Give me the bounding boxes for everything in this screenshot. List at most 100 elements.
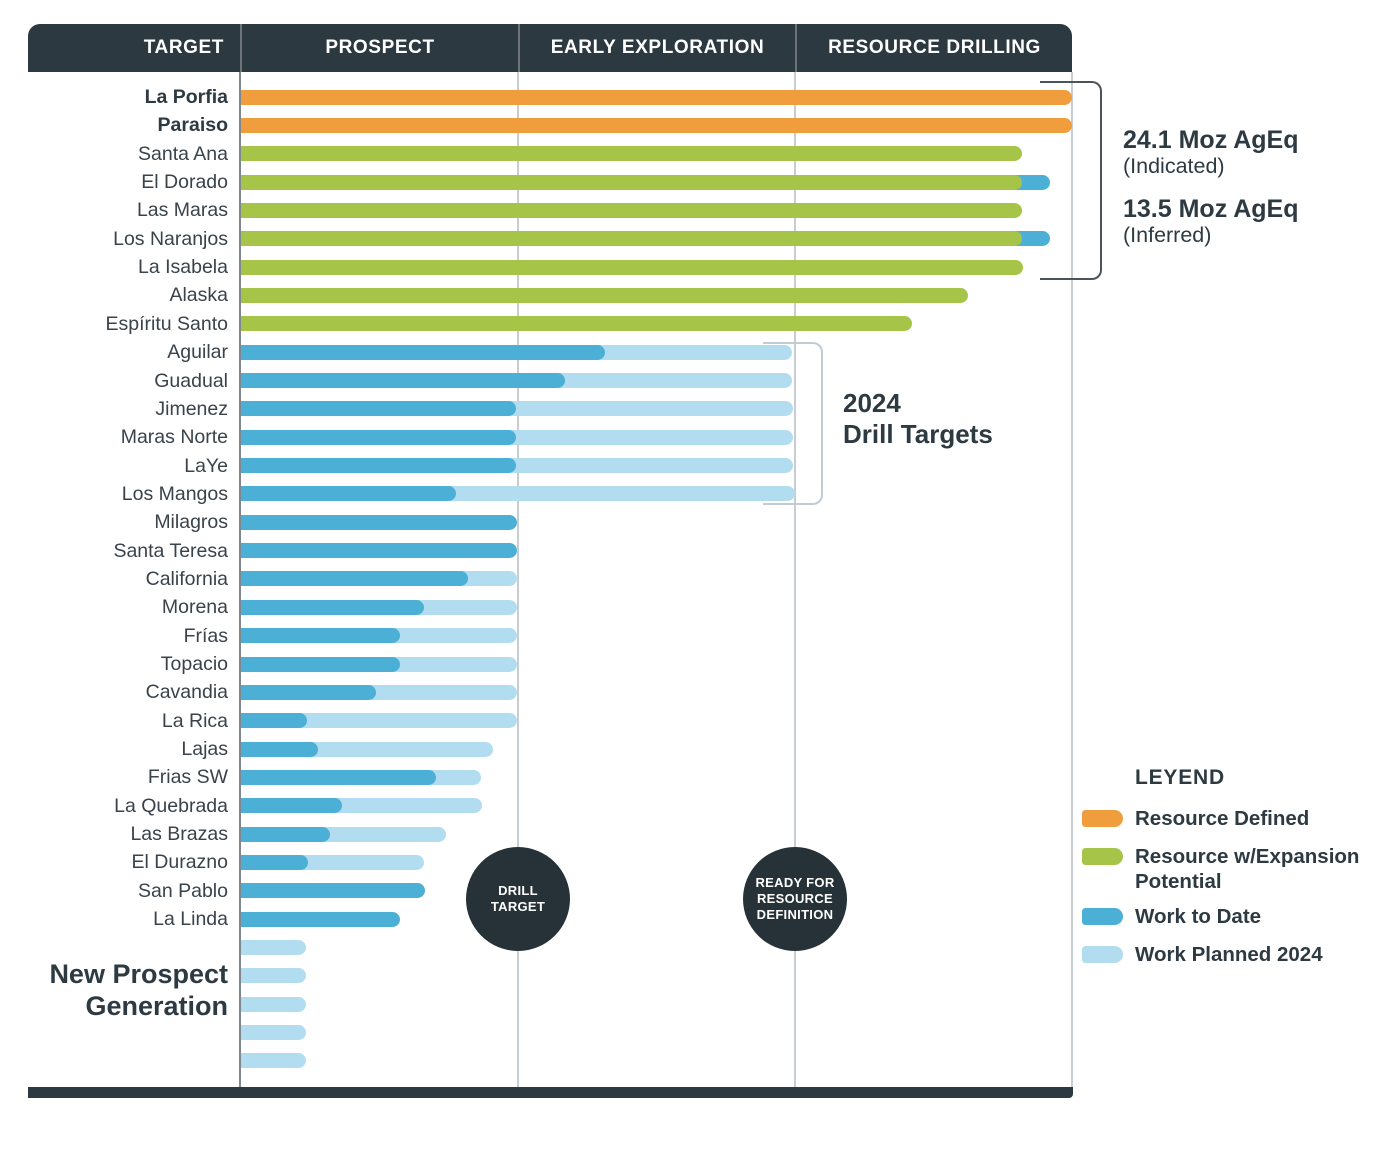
row-label: Las Maras bbox=[136, 199, 228, 222]
row-label: Espíritu Santo bbox=[105, 312, 228, 335]
bar-segment-work_planned_2024 bbox=[241, 1053, 306, 1069]
header-prospect: PROSPECT bbox=[240, 24, 518, 72]
row-label: Paraiso bbox=[157, 114, 228, 137]
bar-segment-work_to_date bbox=[241, 571, 468, 587]
legend-label-work-to-date: Work to Date bbox=[1135, 905, 1262, 928]
bar-segment-work_to_date bbox=[241, 401, 516, 417]
bar-segment-work_to_date bbox=[241, 883, 425, 899]
drill-target-milestone-label: DRILL TARGET bbox=[490, 883, 546, 914]
row-label: Maras Norte bbox=[120, 426, 228, 449]
bar-segment-resource_expansion bbox=[241, 287, 968, 303]
inferred-value: 13.5 Moz AgEq bbox=[1123, 195, 1299, 223]
gridline-target-divider bbox=[239, 72, 241, 1087]
row-label: Santa Ana bbox=[138, 142, 228, 165]
row-label: Milagros bbox=[154, 511, 228, 534]
bar-segment-resource_defined bbox=[241, 89, 1072, 105]
bar-segment-work_to_date bbox=[241, 826, 330, 842]
row-label: Santa Teresa bbox=[113, 539, 228, 562]
row-label: Frías bbox=[183, 624, 228, 647]
row-label: Jimenez bbox=[155, 397, 228, 420]
resource-definition-milestone-label: READY FOR RESOURCE DEFINITION bbox=[755, 875, 835, 922]
inferred-label: (Inferred) bbox=[1123, 223, 1212, 247]
bar-segment-work_to_date bbox=[241, 854, 308, 870]
header-target: TARGET bbox=[143, 37, 224, 58]
bar-segment-work_planned_2024 bbox=[241, 1025, 306, 1041]
bar-segment-work_to_date bbox=[241, 798, 342, 814]
legend-label-resource-expansion: Resource w/Expansion Potential bbox=[1135, 845, 1360, 893]
row-label: La Linda bbox=[153, 908, 228, 931]
legend-title: LEYEND bbox=[1135, 766, 1225, 789]
legend-swatch-resource-expansion bbox=[1082, 848, 1123, 865]
bar-segment-work_to_date bbox=[241, 373, 565, 388]
bar-segment-work_to_date bbox=[241, 543, 517, 559]
bar-segment-work_to_date bbox=[241, 599, 424, 615]
bar-segment-work_to_date bbox=[241, 514, 517, 530]
bar-segment-work_planned_2024 bbox=[241, 940, 306, 955]
row-label: La Rica bbox=[161, 709, 228, 732]
bar-segment-work_to_date bbox=[241, 741, 318, 757]
bar-segment-work_to_date bbox=[241, 486, 456, 502]
row-label: La Quebrada bbox=[114, 794, 228, 817]
row-label: LaYe bbox=[184, 454, 228, 477]
row-label: Alaska bbox=[169, 284, 228, 307]
drill-targets-line2: Drill Targets bbox=[843, 419, 993, 449]
stage-header: TARGET PROSPECT EARLY EXPLORATION RESOUR… bbox=[28, 24, 1072, 72]
resource-annotation: 24.1 Moz AgEq (Indicated) 13.5 Moz AgEq … bbox=[1123, 126, 1299, 248]
legend-swatch-work-to-date bbox=[1082, 908, 1123, 925]
bar-segment-resource_expansion bbox=[241, 316, 912, 332]
header-early-exploration: EARLY EXPLORATION bbox=[518, 24, 795, 72]
row-label: El Dorado bbox=[141, 171, 228, 194]
gridline-early-exploration-end bbox=[794, 72, 796, 1087]
bar-segment-resource_defined bbox=[241, 117, 1072, 133]
row-label: Las Brazas bbox=[130, 823, 228, 846]
bar-segment-work_to_date bbox=[241, 429, 516, 445]
bar-segment-work_to_date bbox=[241, 344, 605, 360]
row-label: Los Naranjos bbox=[113, 227, 228, 250]
bar-segment-resource_expansion bbox=[241, 174, 1022, 190]
gridline-right-edge bbox=[1071, 72, 1073, 1087]
row-label: Lajas bbox=[181, 738, 228, 761]
row-label: La Isabela bbox=[138, 256, 228, 279]
legend-swatch-work-planned-2024 bbox=[1082, 946, 1123, 963]
row-label: Morena bbox=[161, 596, 228, 619]
row-label: Cavandia bbox=[145, 681, 228, 704]
bottom-axis bbox=[28, 1087, 1073, 1098]
drill-target-milestone-circle: DRILL TARGET bbox=[466, 847, 570, 951]
bar-segment-work_planned_2024 bbox=[241, 996, 306, 1012]
bar-segment-work_planned_2024 bbox=[241, 713, 517, 729]
indicated-label: (Indicated) bbox=[1123, 154, 1225, 178]
row-label: La Porfia bbox=[144, 86, 228, 108]
bar-segment-resource_expansion bbox=[241, 146, 1022, 162]
bar-segment-resource_expansion bbox=[241, 202, 1022, 218]
header-resource-drilling: RESOURCE DRILLING bbox=[795, 24, 1072, 72]
drill-targets-bracket bbox=[763, 342, 823, 505]
row-label: Los Mangos bbox=[121, 482, 228, 505]
bar-segment-work_to_date bbox=[241, 911, 400, 927]
row-label: Topacio bbox=[160, 653, 228, 675]
drill-targets-line1: 2024 bbox=[843, 388, 901, 418]
legend-label-resource-defined: Resource Defined bbox=[1135, 807, 1310, 830]
bar-segment-work_to_date bbox=[241, 684, 376, 700]
resource-bracket bbox=[1040, 81, 1102, 280]
bar-segment-work_to_date bbox=[241, 769, 436, 785]
legend-swatch-resource-defined bbox=[1082, 810, 1123, 827]
row-label: Guadual bbox=[154, 369, 228, 392]
row-label: Aguilar bbox=[167, 341, 228, 364]
resource-definition-milestone-circle: READY FOR RESOURCE DEFINITION bbox=[743, 847, 847, 951]
bar-segment-work_to_date bbox=[241, 656, 400, 672]
bar-segment-work_to_date bbox=[241, 458, 516, 474]
bar-segment-work_planned_2024 bbox=[241, 968, 306, 984]
bar-segment-resource_expansion bbox=[241, 259, 1023, 275]
gridline-prospect-end bbox=[517, 72, 519, 1087]
drill-targets-annotation: 2024 Drill Targets bbox=[843, 388, 993, 450]
legend-label-work-planned-2024: Work Planned 2024 bbox=[1135, 943, 1323, 966]
new-prospect-generation-label: New Prospect Generation bbox=[49, 959, 228, 1021]
indicated-value: 24.1 Moz AgEq bbox=[1123, 126, 1299, 154]
bar-segment-work_to_date bbox=[241, 713, 307, 729]
bar-segment-resource_expansion bbox=[241, 231, 1022, 247]
row-label: San Pablo bbox=[138, 879, 228, 902]
row-label: El Durazno bbox=[131, 851, 228, 874]
row-label: Frias SW bbox=[147, 766, 228, 789]
bar-segment-work_to_date bbox=[241, 628, 400, 644]
